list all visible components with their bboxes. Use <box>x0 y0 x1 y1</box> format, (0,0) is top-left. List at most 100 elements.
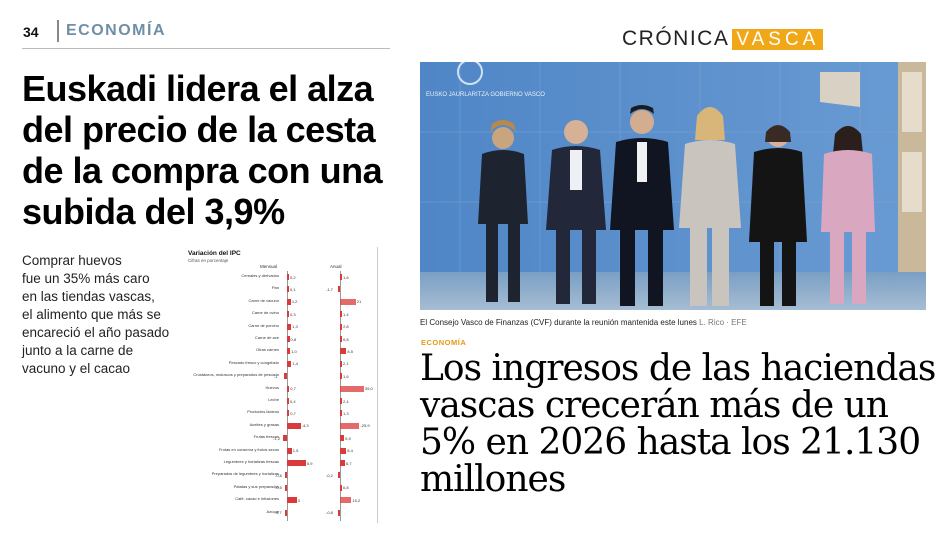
ipc-bar-annual <box>340 373 342 380</box>
ipc-bar-monthly <box>287 460 306 466</box>
ipc-row-label: Productos lácteos <box>247 409 279 415</box>
ipc-value-annual: -25,9 <box>360 423 370 429</box>
newspaper-logo: CRÓNICA VASCA <box>622 27 824 50</box>
ipc-axis-monthly <box>287 271 288 521</box>
ipc-bar-annual <box>338 509 340 516</box>
ipc-bar-monthly <box>287 497 297 504</box>
ipc-bar-annual <box>340 460 346 466</box>
subheadline-line: fue un 35% más caro <box>22 271 150 286</box>
headline-right: Los ingresos de las haciendas vascas cre… <box>420 348 936 500</box>
ipc-value-monthly: -0,5 <box>275 485 282 491</box>
ipc-row-label: Otras carnes <box>256 347 279 353</box>
photo-credit: L. Rico · EFE <box>699 318 747 327</box>
subheadline-line: el alimento que más se <box>22 307 161 322</box>
ipc-value-annual: -0,2 <box>326 472 333 478</box>
ipc-bar-annual <box>340 385 364 392</box>
ipc-value-monthly: 1,3 <box>292 324 298 330</box>
ipc-bar-annual <box>338 286 340 293</box>
ipc-bar-annual <box>340 336 342 342</box>
ipc-bar-monthly <box>283 435 287 442</box>
ipc-row-label: Frutas en conserva y frutos secos <box>218 446 279 452</box>
ipc-value-annual: -0,8 <box>326 510 333 516</box>
ipc-row-label: Preparados de legumbres y hortalizas <box>211 471 279 477</box>
ipc-value-monthly: 0,2 <box>290 274 296 280</box>
caption-text: El Consejo Vasco de Finanzas (CVF) duran… <box>420 318 697 327</box>
ipc-value-monthly: 0,7 <box>290 386 296 392</box>
ipc-subtitle: Cifras en porcentaje <box>188 258 229 263</box>
ipc-value-monthly: 0,3 <box>290 311 296 317</box>
subheadline-line: junto a la carne de <box>22 343 134 358</box>
ipc-value-annual: 15,2 <box>352 497 361 503</box>
ipc-bar-monthly <box>287 323 292 330</box>
ipc-bar-annual <box>340 311 342 318</box>
headline-left: Euskadi lidera el alza del precio de la … <box>22 68 383 232</box>
ipc-value-annual: 21 <box>356 299 362 305</box>
ipc-value-annual: 1,4 <box>343 311 349 317</box>
ipc-value-monthly: -0,7 <box>274 510 282 516</box>
photo-illustration: EUSKO JAURLARITZA GOBIERNO VASCO <box>420 62 926 310</box>
ipc-title: Variación del IPC <box>188 250 241 257</box>
ipc-row-label: Crustáceos, moluscos y preparados de pes… <box>193 372 279 378</box>
ipc-value-monthly: 3 <box>297 497 300 503</box>
subheadline-line: en las tiendas vascas, <box>22 289 155 304</box>
ipc-row-label: Carne de porcino <box>248 322 279 328</box>
ipc-value-annual: 2,8 <box>343 324 349 330</box>
ipc-bar-annual <box>340 348 347 355</box>
ipc-row-label: Carne de ave <box>254 335 279 340</box>
ipc-bar-monthly <box>287 422 301 429</box>
ipc-row-label: Café, cacao e infusiones <box>235 496 279 502</box>
ipc-bar-annual <box>340 274 342 280</box>
ipc-axis-annual <box>340 271 341 521</box>
ipc-value-annual: 1,6 <box>343 373 349 379</box>
section-kicker: ECONOMÍA <box>421 338 467 347</box>
ipc-bar-monthly <box>287 385 290 392</box>
ipc-row-label: Aceites y grasas <box>249 421 279 427</box>
ipc-bar-monthly <box>284 509 287 516</box>
ipc-bar-annual <box>340 422 360 429</box>
ipc-value-monthly: 0,8 <box>290 336 297 342</box>
ipc-col-monthly: Mensual <box>260 264 278 269</box>
photo-people <box>478 105 875 306</box>
ipc-bar-annual <box>340 360 342 367</box>
ipc-value-monthly: 0,4 <box>290 398 296 404</box>
ipc-value-annual: 6,7 <box>346 460 352 466</box>
ipc-value-monthly: -1,2 <box>273 435 281 441</box>
logo-word-vasca: VASCA <box>732 29 824 50</box>
ipc-bar-annual <box>340 484 342 491</box>
ipc-bar-annual <box>340 497 352 504</box>
logo-word-cronica: CRÓNICA <box>622 27 730 50</box>
ipc-bar-monthly <box>285 472 287 479</box>
ipc-bar-monthly <box>287 286 289 293</box>
ipc-value-annual: 1,3 <box>343 410 349 416</box>
ipc-value-annual: 0,8 <box>343 485 349 491</box>
photo-caption: El Consejo Vasco de Finanzas (CVF) duran… <box>420 318 747 327</box>
ipc-value-monthly: -4,3 <box>301 423 309 429</box>
ipc-value-monthly: -1 <box>273 373 278 379</box>
ipc-value-monthly: 5,9 <box>306 460 313 466</box>
ipc-value-monthly: 1,5 <box>292 448 299 454</box>
ipc-row-label: Pescado fresco y congelado <box>228 359 279 365</box>
ipc-bar-monthly <box>287 398 289 404</box>
ipc-bar-monthly <box>283 373 287 380</box>
subheadline-line: vacuno y el cacao <box>22 361 131 376</box>
ipc-row-label: Cereales y derivados <box>241 273 279 278</box>
ipc-value-monthly: 0,1 <box>290 286 296 292</box>
ipc-value-annual: 35,0 <box>365 386 373 392</box>
ipc-row-label: Carne de vacuno <box>248 297 279 303</box>
ipc-value-monthly: -0,6 <box>275 472 282 478</box>
ipc-row-label: Pan <box>271 285 279 291</box>
ipc-chart: Variación del IPC Cifras en porcentaje M… <box>185 247 378 523</box>
page-number: 34 <box>23 24 39 40</box>
news-photo: EUSKO JAURLARITZA GOBIERNO VASCO <box>420 62 926 310</box>
ipc-col-annual: Anual <box>330 264 342 269</box>
ipc-bar-monthly <box>285 484 287 491</box>
ipc-bar-monthly <box>287 410 290 417</box>
subheadline-line: encareció el año pasado <box>22 325 170 340</box>
ipc-row-label: Frutas frescas <box>253 434 279 440</box>
ipc-bar-annual <box>340 298 356 305</box>
ipc-row-label: Carne de ovino <box>251 310 279 316</box>
ipc-row-label: Legumbres y hortalizas frescas <box>223 459 279 464</box>
subheadline-line: Comprar huevos <box>22 253 122 268</box>
ipc-bar-annual <box>340 435 345 442</box>
ipc-bar-monthly <box>287 311 289 318</box>
